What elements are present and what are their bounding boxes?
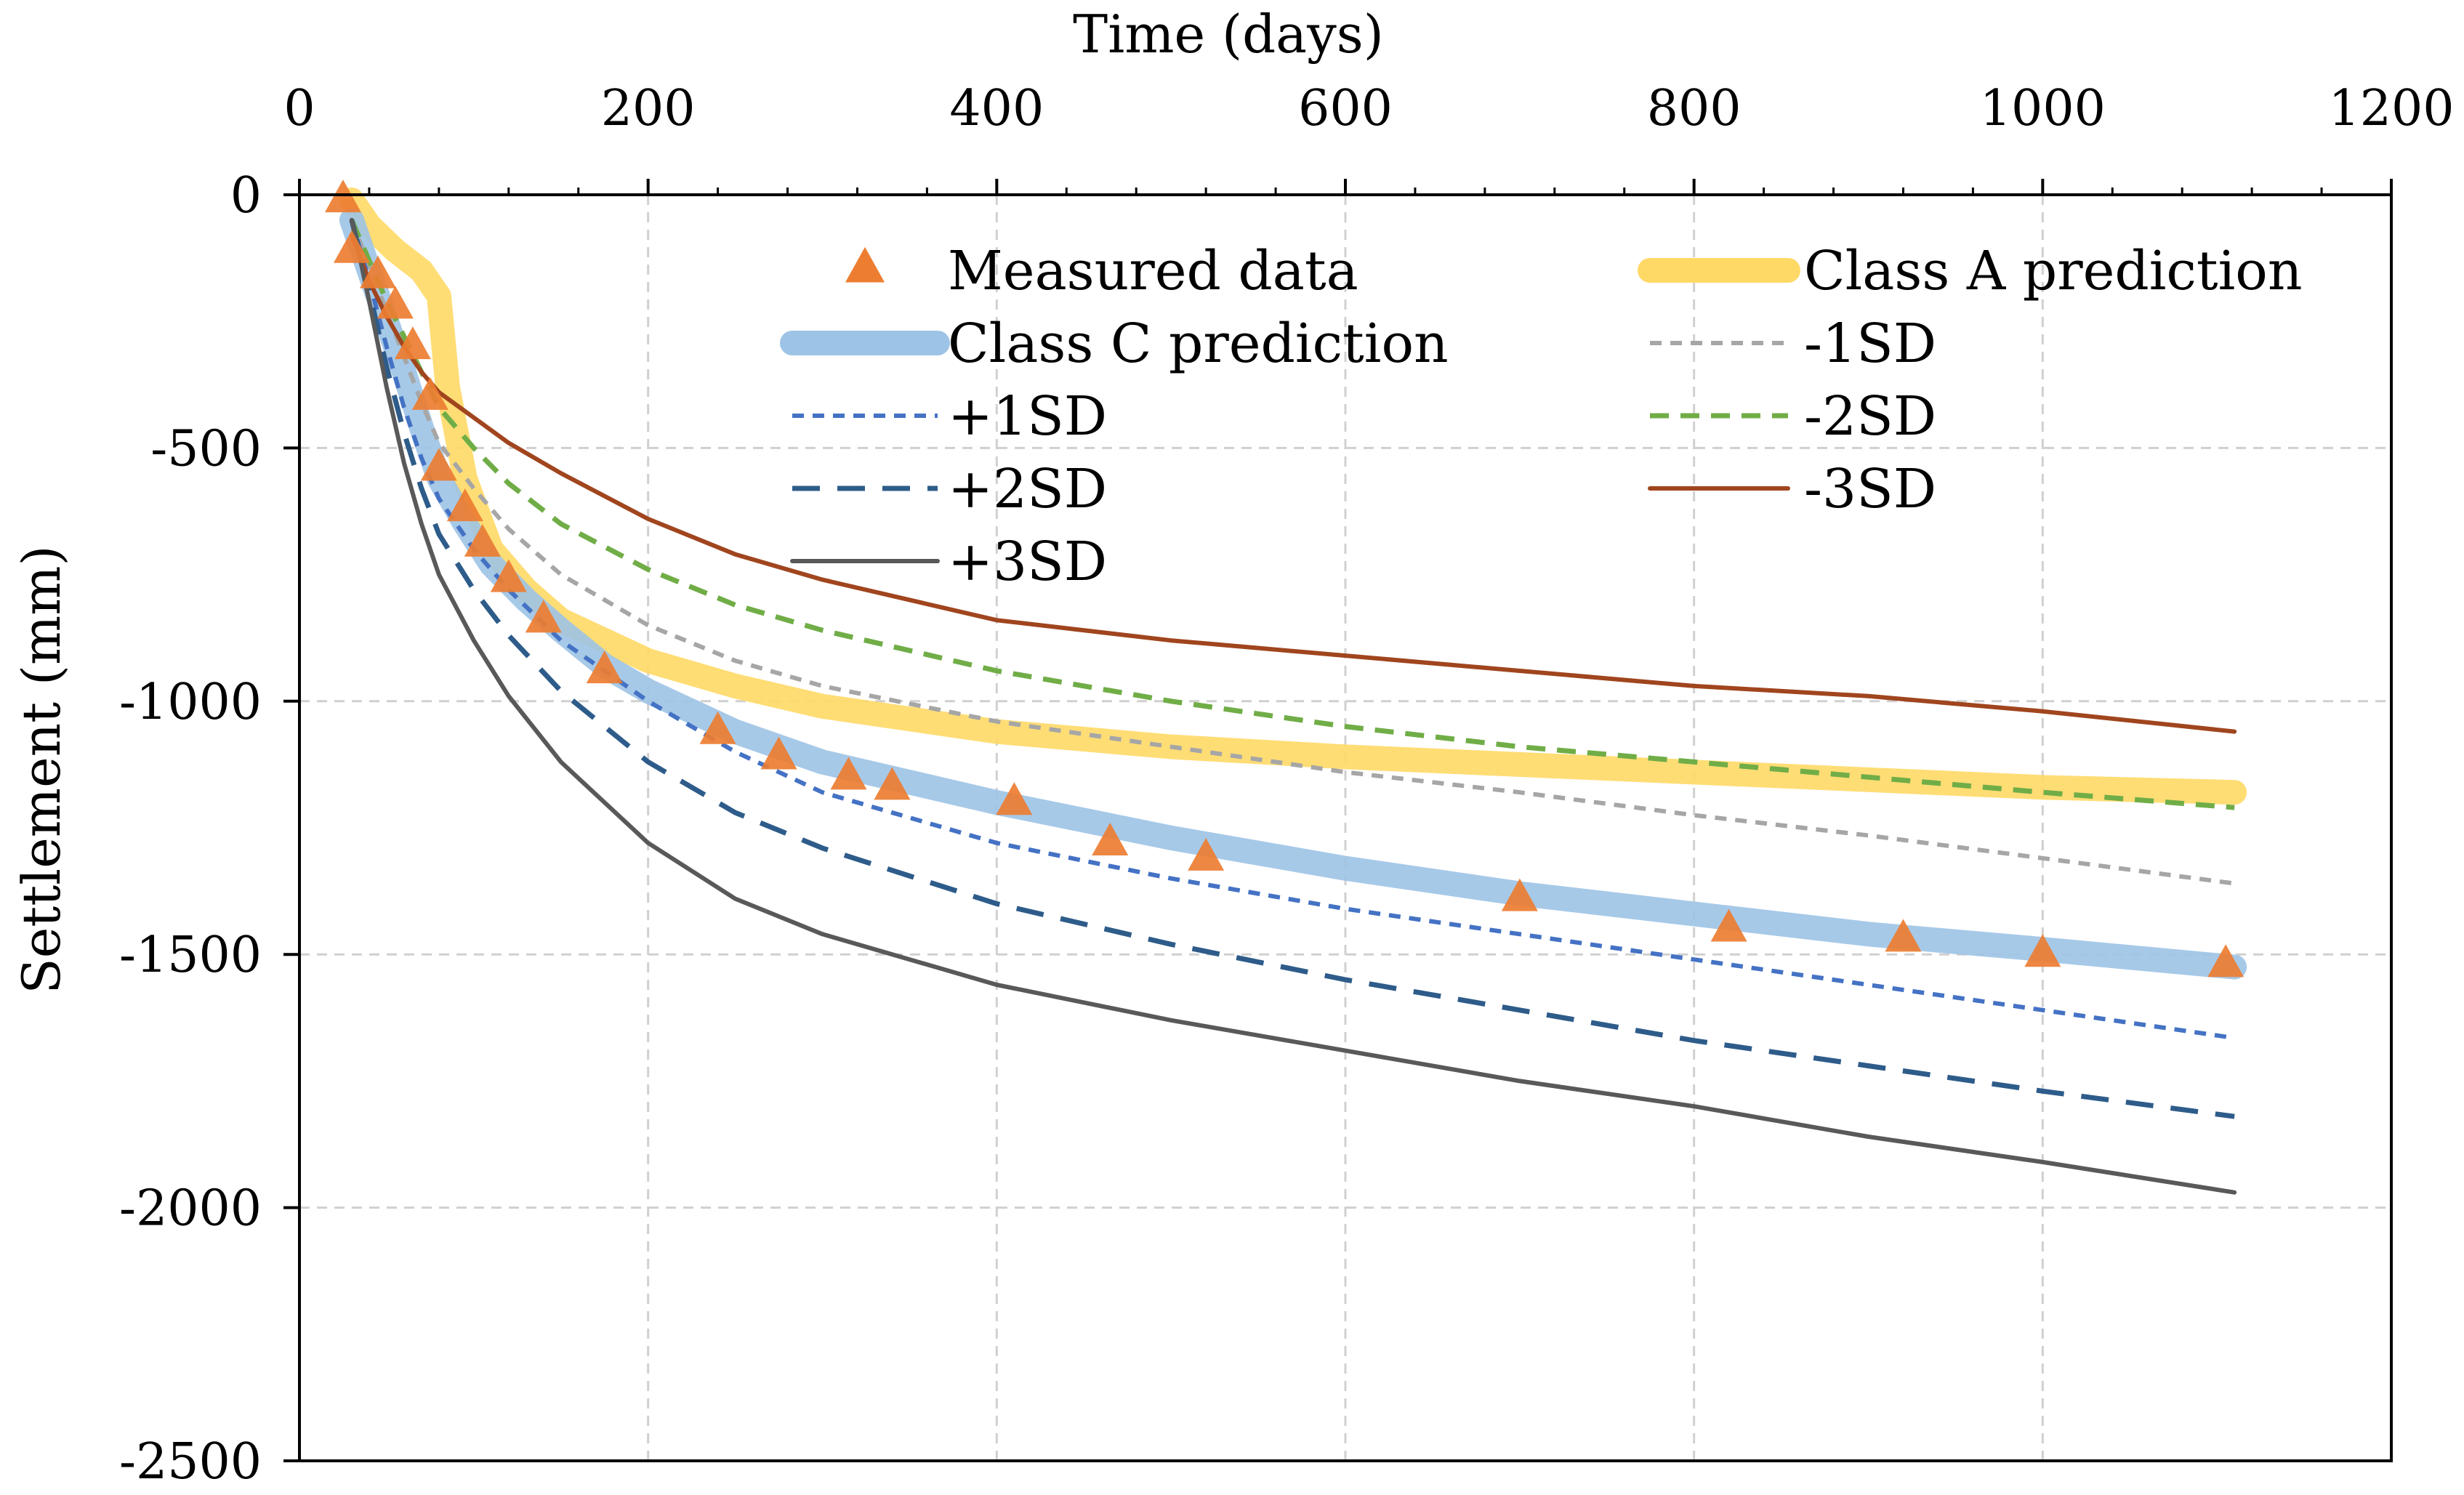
measured-point xyxy=(490,559,527,592)
legend-entry: -1SD xyxy=(1650,313,1936,375)
measured-point xyxy=(394,326,431,360)
series-lines xyxy=(339,188,2247,1195)
x-axis-title: Time (days) xyxy=(1073,4,1384,65)
measured-point xyxy=(525,600,562,633)
measured-point xyxy=(1092,823,1129,856)
measured-point xyxy=(411,376,448,410)
measured-point xyxy=(996,782,1033,815)
legend-label: Class A prediction xyxy=(1804,240,2302,302)
legend-entry: +1SD xyxy=(792,385,1107,448)
series-line-1sd xyxy=(350,219,2235,1041)
y-tick-label: -1500 xyxy=(119,927,262,984)
grid xyxy=(299,195,2391,1461)
legend-label: +3SD xyxy=(948,531,1107,593)
legend-label: +1SD xyxy=(948,385,1107,448)
legend-label: +2SD xyxy=(948,458,1107,520)
legend-label: -3SD xyxy=(1804,458,1936,520)
x-tick-label: 400 xyxy=(949,80,1044,137)
y-tick-label: -1000 xyxy=(119,674,262,731)
x-tick-label: 200 xyxy=(601,80,696,137)
x-tick-label: 1000 xyxy=(1980,80,2106,137)
measured-point xyxy=(699,711,736,744)
measured-point xyxy=(446,488,483,522)
legend-entry: +3SD xyxy=(790,531,1107,593)
measured-point xyxy=(2207,944,2244,978)
legend: Measured data Class A prediction Class C p… xyxy=(780,240,2302,593)
measured-point xyxy=(464,523,501,557)
legend-entry: +2SD xyxy=(792,458,1107,520)
measured-point xyxy=(760,736,797,770)
series-line-class-c-prediction xyxy=(339,207,2247,980)
legend-label: Measured data xyxy=(948,240,1358,302)
x-tick-label: 0 xyxy=(283,80,315,137)
measured-point xyxy=(1885,919,1922,952)
measured-point xyxy=(1710,908,1747,942)
legend-label: -1SD xyxy=(1804,313,1936,375)
measured-point xyxy=(377,286,414,319)
series-line-3sd xyxy=(349,217,2237,1195)
y-tick-label: -500 xyxy=(150,420,262,477)
y-tick-label: -2000 xyxy=(119,1180,262,1238)
series-line-class-a-prediction xyxy=(339,188,2247,805)
legend-entry: -2SD xyxy=(1650,385,1936,448)
measured-point xyxy=(2024,934,2061,967)
measured-point xyxy=(1188,837,1225,871)
measured-point xyxy=(420,448,457,481)
series-line-1sd xyxy=(350,219,2235,886)
x-tick-label: 1200 xyxy=(2328,80,2454,137)
measured-point xyxy=(874,767,911,800)
legend-swatch-measured xyxy=(845,246,885,283)
measured-point xyxy=(1501,878,1538,911)
y-tick-label: -2500 xyxy=(119,1433,262,1491)
measured-point xyxy=(333,230,370,263)
y-tick-label: 0 xyxy=(230,167,262,225)
x-tick-label: 600 xyxy=(1298,80,1393,137)
axis-ticks: 0 200 400 600 800 1000 1200 0 -500 -1000 -1500 -200… xyxy=(119,80,2455,1491)
legend-entry: Measured data xyxy=(845,240,1358,302)
legend-entry: -3SD xyxy=(1648,458,1936,520)
legend-entry: Class A prediction xyxy=(1638,240,2302,302)
y-axis-title: Settlement (mm) xyxy=(11,545,72,994)
legend-label: -2SD xyxy=(1804,385,1936,448)
legend-label: Class C prediction xyxy=(948,313,1449,375)
measured-point xyxy=(830,757,867,790)
measured-point xyxy=(586,650,623,684)
legend-entry: Class C prediction xyxy=(780,313,1449,375)
measured-point xyxy=(359,255,396,289)
x-tick-label: 800 xyxy=(1647,80,1742,137)
series-line-2sd xyxy=(349,219,2235,1119)
measured-markers xyxy=(324,180,2244,978)
